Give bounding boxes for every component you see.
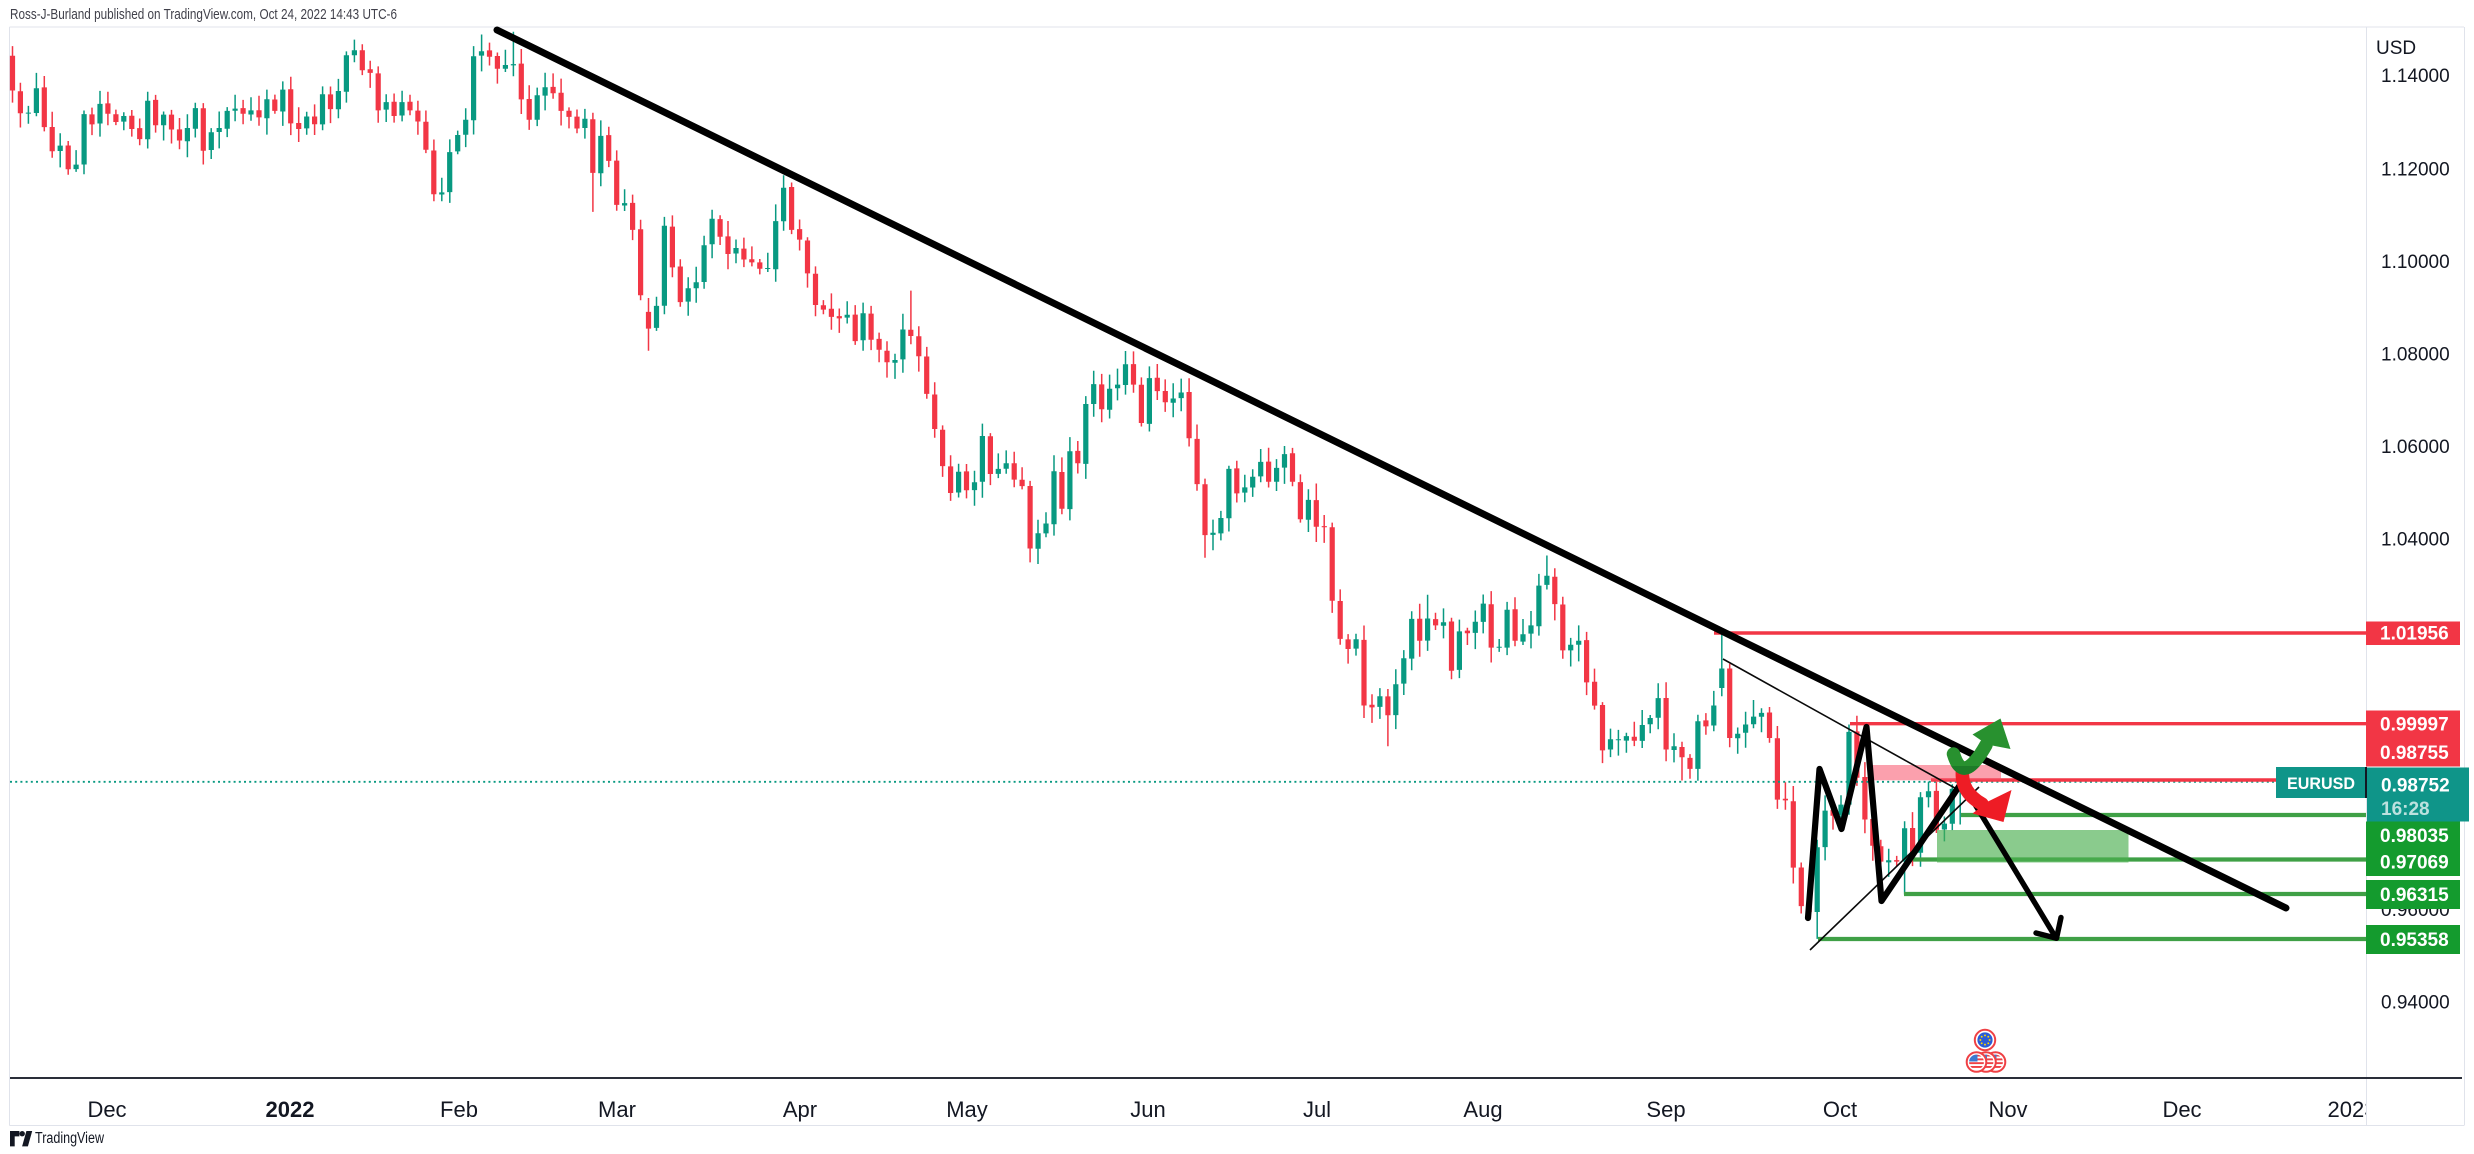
svg-text:Aug: Aug: [1463, 1097, 1502, 1122]
svg-text:16:28: 16:28: [2381, 799, 2430, 820]
svg-text:Dec: Dec: [2162, 1097, 2201, 1122]
svg-text:Jul: Jul: [1303, 1097, 1331, 1122]
svg-text:May: May: [946, 1097, 988, 1122]
svg-text:1.14000: 1.14000: [2381, 66, 2450, 87]
svg-text:Nov: Nov: [1988, 1097, 2027, 1122]
svg-text:USD: USD: [2376, 38, 2416, 59]
svg-text:1.06000: 1.06000: [2381, 437, 2450, 458]
svg-text:Mar: Mar: [598, 1097, 636, 1122]
svg-text:1.01956: 1.01956: [2380, 624, 2449, 645]
svg-text:0.95358: 0.95358: [2380, 930, 2449, 951]
svg-text:1.08000: 1.08000: [2381, 345, 2450, 366]
svg-text:0.98755: 0.98755: [2380, 743, 2449, 764]
svg-text:1.10000: 1.10000: [2381, 252, 2450, 273]
svg-text:Jun: Jun: [1130, 1097, 1165, 1122]
svg-text:Oct: Oct: [1823, 1097, 1857, 1122]
svg-text:0.98752: 0.98752: [2381, 776, 2450, 797]
svg-text:0.99997: 0.99997: [2380, 715, 2449, 736]
svg-text:2023: 2023: [2328, 1097, 2377, 1122]
svg-text:1.04000: 1.04000: [2381, 529, 2450, 550]
svg-text:0.97069: 0.97069: [2380, 853, 2449, 874]
svg-text:0.96315: 0.96315: [2380, 885, 2449, 906]
svg-text:Apr: Apr: [783, 1097, 817, 1122]
svg-text:Sep: Sep: [1646, 1097, 1685, 1122]
svg-text:Feb: Feb: [440, 1097, 478, 1122]
svg-text:0.98035: 0.98035: [2380, 826, 2449, 847]
svg-text:Ross-J-Burland published on Tr: Ross-J-Burland published on TradingView.…: [10, 6, 397, 23]
svg-text:1.12000: 1.12000: [2381, 159, 2450, 180]
svg-text:0.94000: 0.94000: [2381, 993, 2450, 1014]
svg-text:2022: 2022: [266, 1097, 315, 1122]
svg-text:EURUSD: EURUSD: [2287, 774, 2355, 793]
svg-text:Dec: Dec: [87, 1097, 126, 1122]
svg-text:TradingView: TradingView: [35, 1130, 105, 1147]
